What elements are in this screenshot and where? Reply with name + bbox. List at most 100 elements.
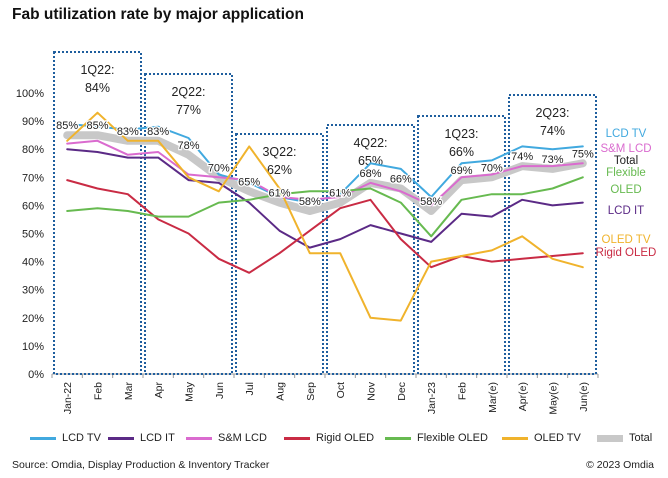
x-tick-label: May [184,381,196,402]
legend-swatch [108,436,134,440]
quarter-label: 1Q23: [444,127,478,141]
total-data-label: 70% [481,162,503,174]
total-data-label: 58% [420,196,442,208]
legend-swatch [284,436,310,440]
legend-swatch [385,436,411,440]
x-tick-label: Jun [214,382,226,399]
quarter-value: 62% [267,163,292,177]
legend-swatch [30,436,56,440]
y-tick-label: 10% [22,341,44,353]
y-tick-label: 70% [22,172,44,184]
total-data-label: 65% [238,176,260,188]
legend-label: LCD IT [140,432,175,444]
legend-label: OLED TV [534,432,581,444]
series-line-s-m-lcd [66,139,584,207]
total-data-label: 83% [147,126,169,138]
series-end-label: OLED [610,184,641,196]
x-tick-label: Jul [244,382,256,395]
y-tick-label: 50% [22,229,44,241]
legend-swatch [186,436,212,440]
total-data-label: 83% [117,126,139,138]
y-tick-label: 30% [22,285,44,297]
legend-swatch [502,436,528,440]
legend-item: OLED TV [502,428,581,448]
x-tick-label: Oct [335,382,347,398]
quarter-value: 77% [176,103,201,117]
y-tick-label: 60% [22,200,44,212]
chart-legend: LCD TV LCD IT S&M LCD Rigid OLED Flexible OL… [0,428,668,448]
quarter-value: 84% [85,81,110,95]
total-data-label: 70% [208,162,230,174]
series-line-lcd-it [66,148,584,249]
legend-label: Total [629,432,653,444]
total-data-label: 66% [390,174,412,186]
total-data-label: 69% [450,165,472,177]
y-tick-label: 40% [22,257,44,269]
legend-label: Flexible OLED [417,432,488,444]
quarter-label: 4Q22: [353,136,387,150]
line-chart: 0% 10% 20% 30% 40% 50% 60% 70% 80% 90% 100% Jan-22 F… [16,51,657,415]
series-line-oled-tv [66,111,584,322]
quarter-value: 66% [449,145,474,159]
y-tick-label: 20% [22,313,44,325]
series-end-label: Rigid OLED [596,247,657,259]
total-data-label: 58% [299,196,321,208]
copyright-note: © 2023 Omdia [586,459,654,471]
quarter-label: 2Q22: [171,85,205,99]
legend-item: Total [597,428,652,448]
x-tick-label: May(e) [548,382,560,415]
source-note: Source: Omdia, Display Production & Inve… [12,459,270,471]
x-tick-label: Feb [93,382,105,400]
quarter-box [53,51,142,375]
y-tick-label: 0% [28,369,44,381]
series-end-label: S&M LCD [600,143,651,155]
quarter-label: 2Q23: [535,106,569,120]
x-tick-label: Jan-22 [62,382,74,414]
x-tick-label: Sep [305,382,317,401]
quarter-label: 1Q22: [80,63,114,77]
x-tick-label: Aug [275,382,287,401]
x-tick-label: Jun(e) [578,382,590,412]
y-tick-label: 90% [22,116,44,128]
total-data-label: 61% [268,188,290,200]
legend-label: Rigid OLED [316,432,375,444]
legend-label: S&M LCD [218,432,267,444]
series-end-label: LCD IT [608,205,644,217]
quarter-label: 3Q22: [262,145,296,159]
total-data-label: 61% [329,188,351,200]
total-data-label: 68% [359,168,381,180]
quarter-box [235,133,324,375]
y-tick-label: 100% [16,88,44,100]
chart-title: Fab utilization rate by major applicatio… [12,6,304,23]
series-end-label: Flexible [606,167,646,179]
legend-item: LCD IT [108,428,175,448]
legend-item: S&M LCD [186,428,267,448]
total-data-label: 85% [86,120,108,132]
x-tick-label: Apr [153,382,165,399]
legend-item: Rigid OLED [284,428,374,448]
legend-item: LCD TV [30,428,101,448]
y-tick-label: 80% [22,144,44,156]
x-tick-label: Mar(e) [487,382,499,413]
total-data-label: 74% [511,151,533,163]
legend-item: Flexible OLED [385,428,488,448]
x-tick-label: Apr(e) [517,382,529,411]
quarter-value: 74% [540,124,565,138]
quarter-box [508,94,597,375]
x-tick-label: Dec [396,382,408,401]
series-line-flexible-oled [66,176,584,238]
series-end-label: LCD TV [606,128,647,140]
x-tick-label: Jan-23 [426,382,438,414]
series-end-label: OLED TV [602,234,651,246]
legend-label: LCD TV [62,432,101,444]
x-tick-label: Feb [457,382,469,400]
total-data-label: 85% [56,120,78,132]
legend-swatch [597,434,623,442]
total-data-label: 75% [572,148,594,160]
total-data-label: 78% [177,140,199,152]
x-tick-label: Nov [366,381,378,400]
x-tick-label: Mar [123,382,135,401]
total-data-label: 73% [541,154,563,166]
quarter-box [144,73,233,375]
series-end-label: Total [614,155,638,167]
